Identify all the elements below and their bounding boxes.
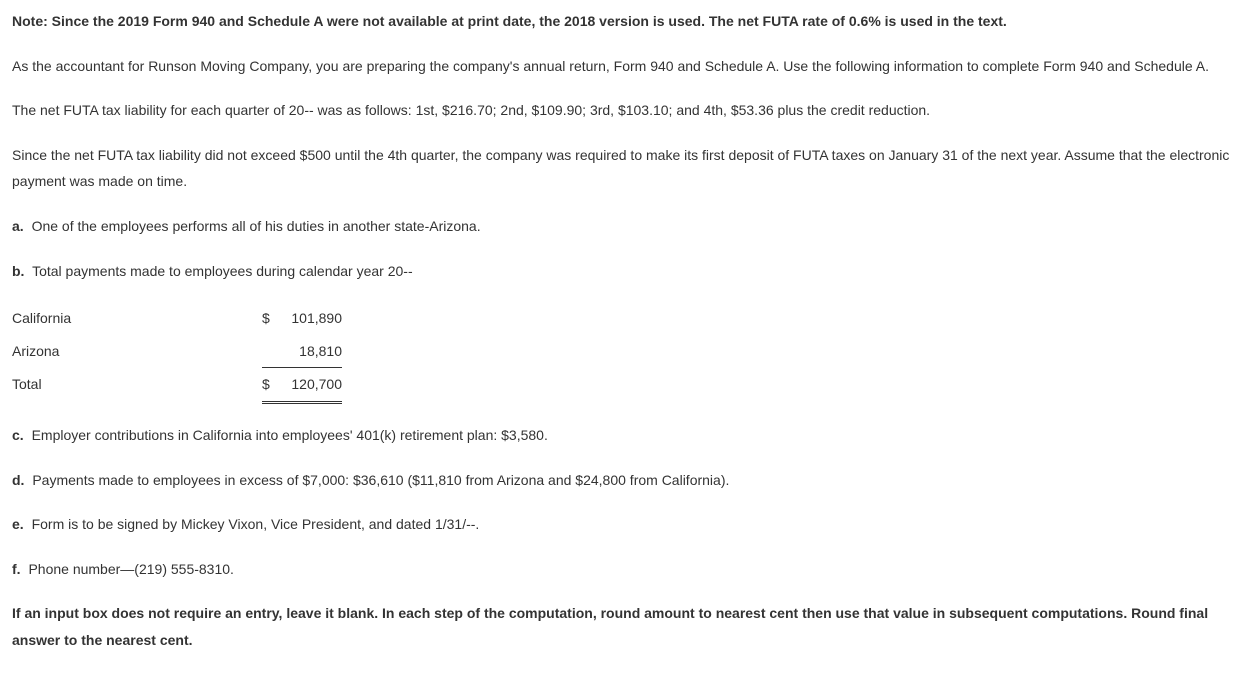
item-f-label: f. (12, 561, 21, 577)
payments-az-amount: 18,810 (272, 335, 342, 368)
item-f-text: Phone number—(219) 555-8310. (28, 561, 233, 577)
payments-ca-label: California (12, 302, 262, 335)
note-paragraph: Note: Since the 2019 Form 940 and Schedu… (12, 8, 1240, 35)
payments-row-total: Total $ 120,700 (12, 368, 342, 403)
item-e: e. Form is to be signed by Mickey Vixon,… (12, 511, 1240, 538)
payments-row-arizona: Arizona 18,810 (12, 335, 342, 368)
intro-paragraph-3: Since the net FUTA tax liability did not… (12, 142, 1240, 195)
item-d-text: Payments made to employees in excess of … (32, 472, 729, 488)
item-a-label: a. (12, 218, 24, 234)
item-a-text: One of the employees performs all of his… (32, 218, 481, 234)
item-f: f. Phone number—(219) 555-8310. (12, 556, 1240, 583)
payments-row-california: California $ 101,890 (12, 302, 342, 335)
payments-total-amount: 120,700 (272, 368, 342, 403)
item-b: b. Total payments made to employees duri… (12, 258, 1240, 285)
footer-instructions: If an input box does not require an entr… (12, 600, 1240, 653)
item-c: c. Employer contributions in California … (12, 422, 1240, 449)
item-c-text: Employer contributions in California int… (32, 427, 548, 443)
item-d: d. Payments made to employees in excess … (12, 467, 1240, 494)
item-b-text: Total payments made to employees during … (32, 263, 413, 279)
payments-ca-dollar: $ (262, 302, 272, 335)
item-c-label: c. (12, 427, 24, 443)
intro-paragraph-2: The net FUTA tax liability for each quar… (12, 97, 1240, 124)
item-d-label: d. (12, 472, 24, 488)
item-a: a. One of the employees performs all of … (12, 213, 1240, 240)
item-e-label: e. (12, 516, 24, 532)
item-e-text: Form is to be signed by Mickey Vixon, Vi… (32, 516, 480, 532)
payments-az-label: Arizona (12, 335, 262, 368)
payments-ca-amount: 101,890 (272, 302, 342, 335)
intro-paragraph-1: As the accountant for Runson Moving Comp… (12, 53, 1240, 80)
payments-az-dollar (262, 335, 272, 368)
payments-total-label: Total (12, 368, 262, 403)
item-b-label: b. (12, 263, 24, 279)
problem-container: Note: Since the 2019 Form 940 and Schedu… (0, 0, 1252, 692)
payments-table: California $ 101,890 Arizona 18,810 Tota… (12, 302, 342, 404)
payments-total-dollar: $ (262, 368, 272, 403)
